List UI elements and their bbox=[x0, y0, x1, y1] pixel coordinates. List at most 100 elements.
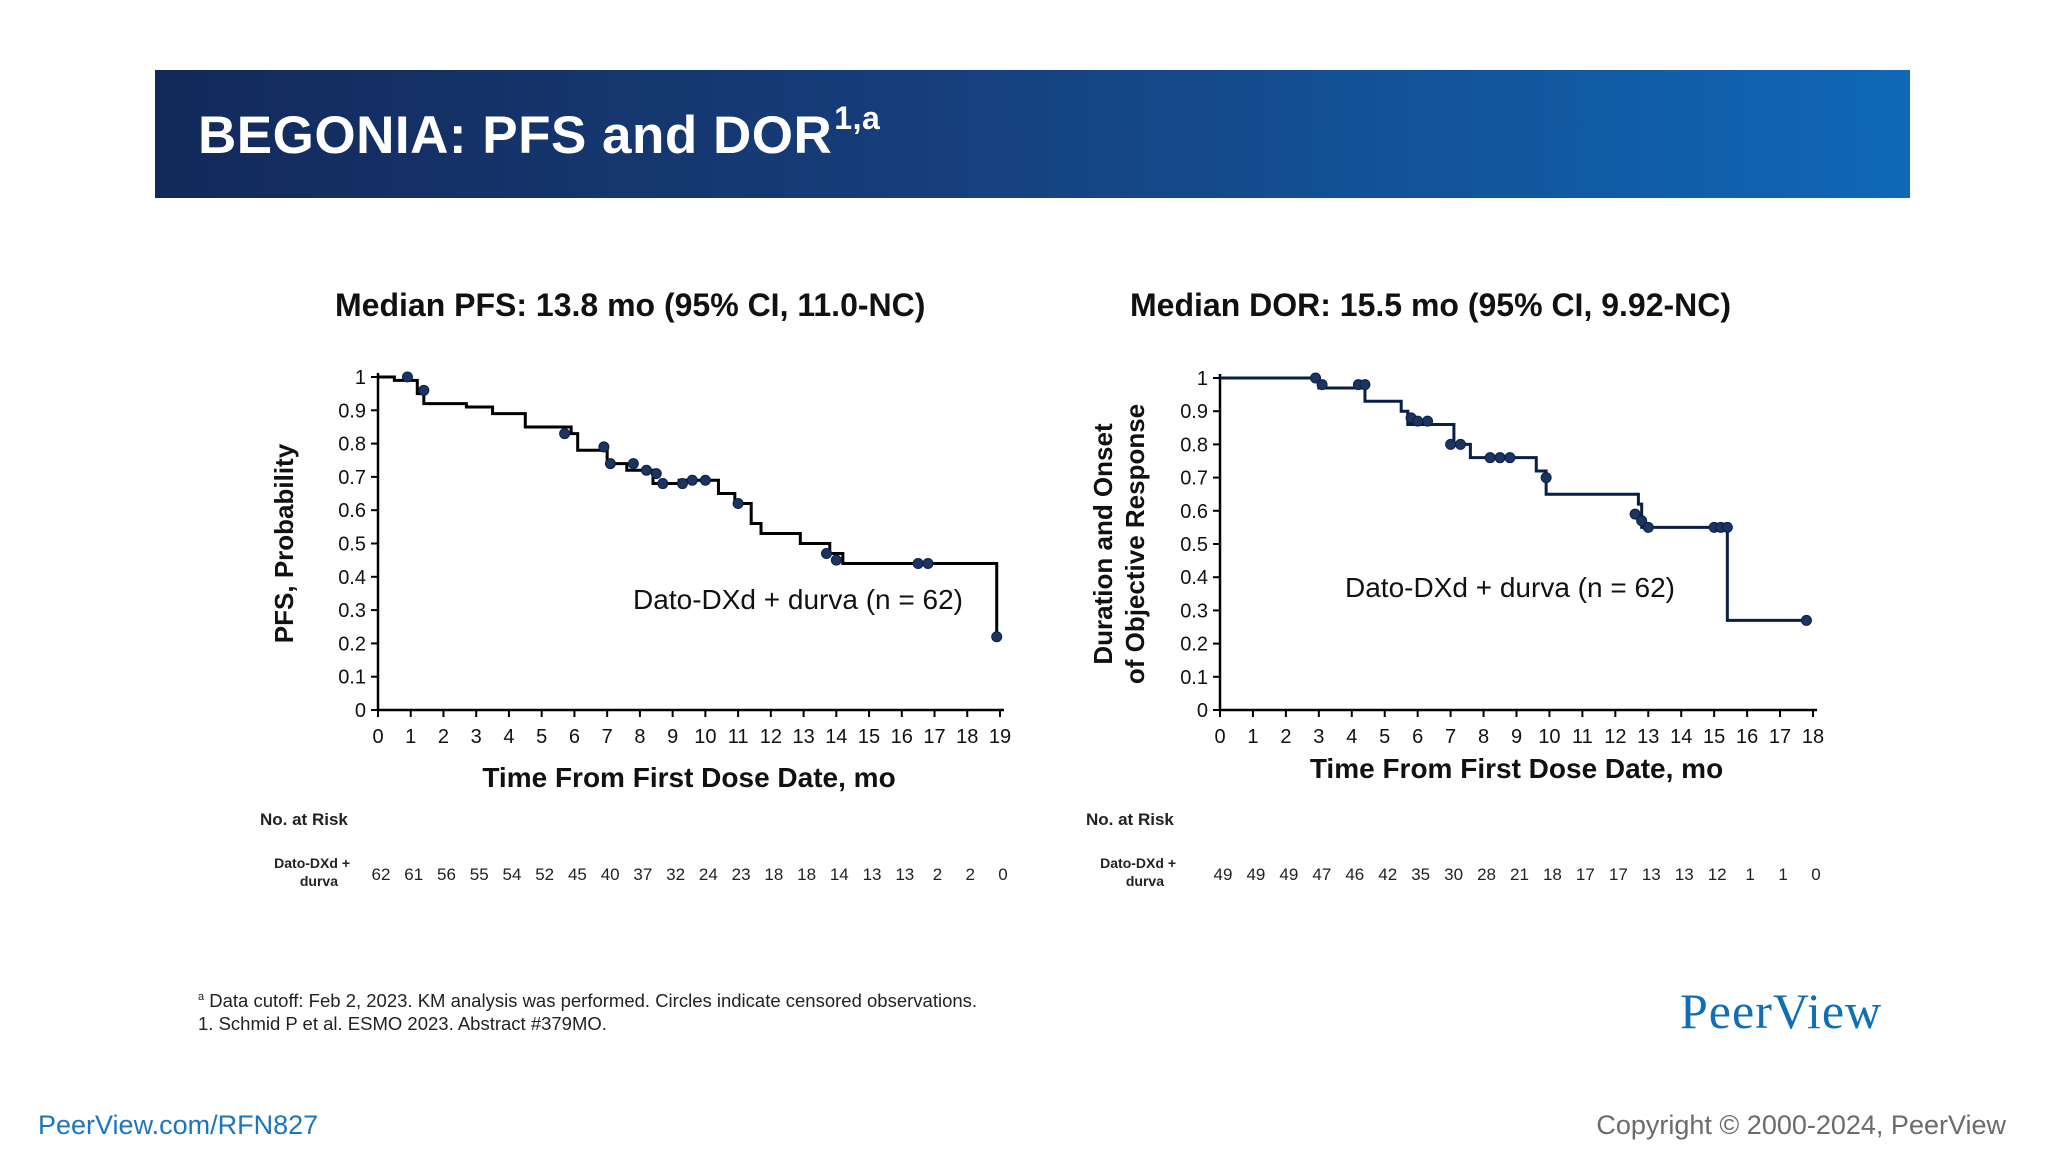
dor-censor-mark bbox=[1643, 522, 1653, 532]
pfs-risk-header: No. at Risk bbox=[260, 810, 348, 829]
pfs-y-tick-label: 0.3 bbox=[338, 600, 366, 622]
pfs-x-tick-label: 10 bbox=[694, 726, 716, 748]
dor-y-tick-label: 0.2 bbox=[1180, 634, 1208, 656]
pfs-x-tick-label: 11 bbox=[728, 726, 749, 748]
dor-censor-mark bbox=[1423, 416, 1433, 426]
pfs-risk-value: 18 bbox=[797, 865, 816, 884]
pfs-risk-value: 13 bbox=[895, 865, 914, 884]
pfs-censor-mark bbox=[658, 479, 668, 489]
dor-x-tick-label: 1 bbox=[1247, 726, 1258, 748]
dor-risk-value: 35 bbox=[1411, 865, 1430, 884]
dor-x-tick-label: 6 bbox=[1412, 726, 1423, 748]
dor-risk-value: 46 bbox=[1345, 865, 1364, 884]
pfs-censor-mark bbox=[651, 469, 661, 479]
footer-url[interactable]: PeerView.com/RFN827 bbox=[38, 1110, 318, 1141]
pfs-x-tick-label: 4 bbox=[503, 726, 514, 748]
pfs-x-axis-label: Time From First Dose Date, mo bbox=[482, 762, 895, 793]
dor-x-tick-label: 10 bbox=[1538, 726, 1560, 748]
pfs-censor-mark bbox=[402, 372, 412, 382]
dor-y-axis-label-2: of Objective Response bbox=[1120, 404, 1150, 684]
dor-x-tick-label: 7 bbox=[1445, 726, 1456, 748]
dor-x-tick-label: 9 bbox=[1511, 726, 1522, 748]
pfs-risk-value: 61 bbox=[404, 865, 423, 884]
dor-risk-value: 13 bbox=[1642, 865, 1661, 884]
pfs-x-tick-label: 16 bbox=[891, 726, 913, 748]
pfs-censor-mark bbox=[628, 459, 638, 469]
pfs-censor-mark bbox=[605, 459, 615, 469]
footnote-line-1: a Data cutoff: Feb 2, 2023. KM analysis … bbox=[198, 986, 977, 1012]
pfs-y-tick-label: 0 bbox=[355, 700, 366, 722]
pfs-y-axis-label: PFS, Probability bbox=[269, 443, 299, 643]
pfs-risk-value: 54 bbox=[502, 865, 521, 884]
pfs-risk-value: 14 bbox=[830, 865, 849, 884]
pfs-x-tick-label: 12 bbox=[760, 726, 782, 748]
pfs-y-tick-label: 1 bbox=[355, 367, 366, 389]
dor-x-tick-label: 4 bbox=[1346, 726, 1357, 748]
dor-risk-value: 42 bbox=[1378, 865, 1397, 884]
dor-risk-value: 13 bbox=[1675, 865, 1694, 884]
pfs-y-tick-label: 0.1 bbox=[338, 667, 366, 689]
dor-risk-value: 21 bbox=[1510, 865, 1529, 884]
dor-censor-mark bbox=[1495, 453, 1505, 463]
dor-y-tick-label: 0.6 bbox=[1180, 501, 1208, 523]
footnote-line-2: 1. Schmid P et al. ESMO 2023. Abstract #… bbox=[198, 1012, 977, 1035]
dor-risk-row-label-1: Dato-DXd + bbox=[1100, 855, 1176, 871]
pfs-risk-value: 55 bbox=[470, 865, 489, 884]
pfs-censor-mark bbox=[700, 475, 710, 485]
footnotes: a Data cutoff: Feb 2, 2023. KM analysis … bbox=[198, 986, 977, 1035]
pfs-x-tick-label: 5 bbox=[536, 726, 547, 748]
pfs-series-label: Dato-DXd + durva (n = 62) bbox=[633, 584, 963, 615]
pfs-x-tick-label: 6 bbox=[569, 726, 580, 748]
pfs-x-tick-label: 19 bbox=[989, 726, 1011, 748]
dor-x-tick-label: 15 bbox=[1703, 726, 1725, 748]
dor-censor-mark bbox=[1722, 522, 1732, 532]
pfs-x-tick-label: 17 bbox=[923, 726, 945, 748]
dor-x-tick-label: 17 bbox=[1769, 726, 1791, 748]
pfs-risk-value: 52 bbox=[535, 865, 554, 884]
dor-risk-value: 49 bbox=[1214, 865, 1233, 884]
pfs-censor-mark bbox=[560, 429, 570, 439]
dor-series-label: Dato-DXd + durva (n = 62) bbox=[1345, 572, 1675, 603]
dor-y-tick-label: 0.8 bbox=[1180, 434, 1208, 456]
pfs-risk-value: 62 bbox=[372, 865, 391, 884]
pfs-risk-value: 24 bbox=[699, 865, 718, 884]
pfs-censor-mark bbox=[687, 475, 697, 485]
pfs-risk-value: 0 bbox=[998, 865, 1007, 884]
dor-x-tick-label: 8 bbox=[1478, 726, 1489, 748]
pfs-censor-mark bbox=[733, 499, 743, 509]
pfs-censor-mark bbox=[419, 385, 429, 395]
pfs-y-tick-label: 0.7 bbox=[338, 467, 366, 489]
dor-y-tick-label: 0.9 bbox=[1180, 401, 1208, 423]
dor-y-tick-label: 1 bbox=[1197, 368, 1208, 390]
pfs-censor-mark bbox=[831, 555, 841, 565]
dor-risk-value: 49 bbox=[1246, 865, 1265, 884]
dor-x-tick-label: 11 bbox=[1572, 726, 1593, 748]
pfs-risk-value: 40 bbox=[601, 865, 620, 884]
dor-x-tick-label: 0 bbox=[1214, 726, 1225, 748]
dor-risk-value: 1 bbox=[1778, 865, 1787, 884]
pfs-x-tick-label: 3 bbox=[471, 726, 482, 748]
pfs-risk-value: 23 bbox=[732, 865, 751, 884]
pfs-x-tick-label: 7 bbox=[602, 726, 613, 748]
dor-x-tick-label: 14 bbox=[1670, 726, 1692, 748]
dor-x-axis-label: Time From First Dose Date, mo bbox=[1310, 753, 1723, 784]
dor-censor-mark bbox=[1485, 453, 1495, 463]
dor-censor-mark bbox=[1317, 380, 1327, 390]
dor-risk-row-label-2: durva bbox=[1126, 873, 1164, 889]
pfs-x-tick-label: 18 bbox=[956, 726, 978, 748]
peerview-logo: PeerView bbox=[1680, 982, 1882, 1040]
pfs-x-tick-label: 0 bbox=[372, 726, 383, 748]
pfs-risk-value: 45 bbox=[568, 865, 587, 884]
pfs-censor-mark bbox=[599, 442, 609, 452]
dor-y-tick-label: 0.4 bbox=[1180, 567, 1208, 589]
pfs-x-tick-label: 13 bbox=[792, 726, 814, 748]
pfs-x-tick-label: 1 bbox=[405, 726, 416, 748]
dor-risk-header: No. at Risk bbox=[1086, 810, 1174, 829]
pfs-y-tick-label: 0.9 bbox=[338, 400, 366, 422]
pfs-censor-mark bbox=[923, 558, 933, 568]
pfs-risk-value: 18 bbox=[764, 865, 783, 884]
dor-risk-value: 30 bbox=[1444, 865, 1463, 884]
dor-censor-mark bbox=[1446, 439, 1456, 449]
dor-x-tick-label: 3 bbox=[1313, 726, 1324, 748]
dor-y-tick-label: 0.7 bbox=[1180, 468, 1208, 490]
